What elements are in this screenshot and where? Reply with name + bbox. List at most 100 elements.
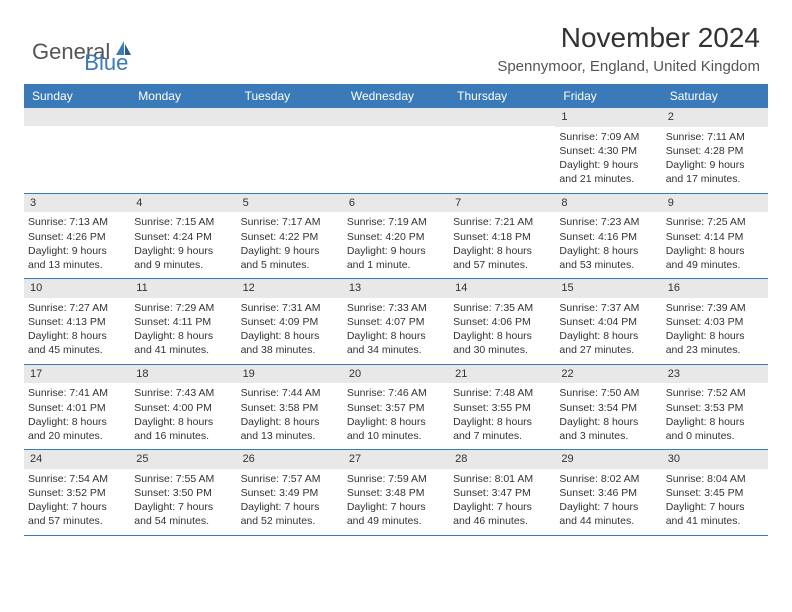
header: General Blue November 2024 Spennymoor, E… — [0, 0, 792, 84]
daylight-text: and 41 minutes. — [666, 514, 764, 528]
daylight-text: Daylight: 9 hours — [666, 158, 764, 172]
daylight-text: and 45 minutes. — [28, 343, 126, 357]
daylight-text: and 53 minutes. — [559, 258, 657, 272]
day-header: Sunday — [24, 84, 130, 108]
daylight-text: and 16 minutes. — [134, 429, 232, 443]
daylight-text: and 13 minutes. — [28, 258, 126, 272]
daylight-text: and 20 minutes. — [28, 429, 126, 443]
daylight-text: Daylight: 8 hours — [666, 244, 764, 258]
sunset-text: Sunset: 3:50 PM — [134, 486, 232, 500]
sunrise-text: Sunrise: 7:37 AM — [559, 301, 657, 315]
sunrise-text: Sunrise: 7:35 AM — [453, 301, 551, 315]
sunset-text: Sunset: 3:52 PM — [28, 486, 126, 500]
daylight-text: Daylight: 7 hours — [666, 500, 764, 514]
daylight-text: Daylight: 7 hours — [347, 500, 445, 514]
calendar: SundayMondayTuesdayWednesdayThursdayFrid… — [0, 84, 792, 536]
sunset-text: Sunset: 4:30 PM — [559, 144, 657, 158]
daylight-text: Daylight: 8 hours — [241, 415, 339, 429]
daylight-text: Daylight: 7 hours — [134, 500, 232, 514]
day-number — [237, 108, 343, 126]
day-number: 4 — [130, 194, 236, 213]
sunrise-text: Sunrise: 7:21 AM — [453, 215, 551, 229]
sunset-text: Sunset: 4:24 PM — [134, 230, 232, 244]
day-number: 21 — [449, 365, 555, 384]
sunset-text: Sunset: 4:13 PM — [28, 315, 126, 329]
sunrise-text: Sunrise: 7:41 AM — [28, 386, 126, 400]
sunset-text: Sunset: 4:16 PM — [559, 230, 657, 244]
daylight-text: Daylight: 7 hours — [28, 500, 126, 514]
day-number: 29 — [555, 450, 661, 469]
daylight-text: and 34 minutes. — [347, 343, 445, 357]
sunrise-text: Sunrise: 7:09 AM — [559, 130, 657, 144]
calendar-week: 24Sunrise: 7:54 AMSunset: 3:52 PMDayligh… — [24, 450, 768, 536]
daylight-text: and 1 minute. — [347, 258, 445, 272]
sunrise-text: Sunrise: 7:17 AM — [241, 215, 339, 229]
daylight-text: and 49 minutes. — [666, 258, 764, 272]
sunrise-text: Sunrise: 7:11 AM — [666, 130, 764, 144]
day-number: 14 — [449, 279, 555, 298]
daylight-text: and 49 minutes. — [347, 514, 445, 528]
day-number: 1 — [555, 108, 661, 127]
daylight-text: and 27 minutes. — [559, 343, 657, 357]
sunset-text: Sunset: 3:57 PM — [347, 401, 445, 415]
calendar-week: 17Sunrise: 7:41 AMSunset: 4:01 PMDayligh… — [24, 365, 768, 451]
daylight-text: Daylight: 9 hours — [559, 158, 657, 172]
day-number: 12 — [237, 279, 343, 298]
calendar-cell: 13Sunrise: 7:33 AMSunset: 4:07 PMDayligh… — [343, 279, 449, 364]
daylight-text: and 44 minutes. — [559, 514, 657, 528]
daylight-text: Daylight: 9 hours — [241, 244, 339, 258]
sunrise-text: Sunrise: 7:44 AM — [241, 386, 339, 400]
daylight-text: and 21 minutes. — [559, 172, 657, 186]
sunset-text: Sunset: 4:26 PM — [28, 230, 126, 244]
sunset-text: Sunset: 3:55 PM — [453, 401, 551, 415]
daylight-text: and 17 minutes. — [666, 172, 764, 186]
daylight-text: Daylight: 8 hours — [559, 244, 657, 258]
day-number: 26 — [237, 450, 343, 469]
sunset-text: Sunset: 4:06 PM — [453, 315, 551, 329]
sunrise-text: Sunrise: 8:02 AM — [559, 472, 657, 486]
sunset-text: Sunset: 3:47 PM — [453, 486, 551, 500]
daylight-text: Daylight: 7 hours — [559, 500, 657, 514]
calendar-cell-empty — [130, 108, 236, 193]
calendar-cell: 28Sunrise: 8:01 AMSunset: 3:47 PMDayligh… — [449, 450, 555, 535]
daylight-text: and 41 minutes. — [134, 343, 232, 357]
day-number: 18 — [130, 365, 236, 384]
calendar-cell: 3Sunrise: 7:13 AMSunset: 4:26 PMDaylight… — [24, 194, 130, 279]
daylight-text: and 10 minutes. — [347, 429, 445, 443]
daylight-text: Daylight: 9 hours — [347, 244, 445, 258]
sunrise-text: Sunrise: 7:15 AM — [134, 215, 232, 229]
daylight-text: and 23 minutes. — [666, 343, 764, 357]
calendar-cell-empty — [24, 108, 130, 193]
day-number: 20 — [343, 365, 449, 384]
sunrise-text: Sunrise: 7:29 AM — [134, 301, 232, 315]
sunset-text: Sunset: 4:18 PM — [453, 230, 551, 244]
sunrise-text: Sunrise: 7:19 AM — [347, 215, 445, 229]
calendar-week: 1Sunrise: 7:09 AMSunset: 4:30 PMDaylight… — [24, 108, 768, 194]
calendar-cell: 11Sunrise: 7:29 AMSunset: 4:11 PMDayligh… — [130, 279, 236, 364]
daylight-text: Daylight: 8 hours — [241, 329, 339, 343]
calendar-cell: 25Sunrise: 7:55 AMSunset: 3:50 PMDayligh… — [130, 450, 236, 535]
sunrise-text: Sunrise: 7:55 AM — [134, 472, 232, 486]
calendar-cell: 5Sunrise: 7:17 AMSunset: 4:22 PMDaylight… — [237, 194, 343, 279]
calendar-week: 10Sunrise: 7:27 AMSunset: 4:13 PMDayligh… — [24, 279, 768, 365]
sunset-text: Sunset: 3:54 PM — [559, 401, 657, 415]
daylight-text: Daylight: 8 hours — [134, 415, 232, 429]
day-header: Friday — [555, 84, 661, 108]
sunset-text: Sunset: 4:04 PM — [559, 315, 657, 329]
sunset-text: Sunset: 4:11 PM — [134, 315, 232, 329]
daylight-text: and 54 minutes. — [134, 514, 232, 528]
month-title: November 2024 — [497, 22, 760, 54]
calendar-cell: 26Sunrise: 7:57 AMSunset: 3:49 PMDayligh… — [237, 450, 343, 535]
day-number: 13 — [343, 279, 449, 298]
day-number — [449, 108, 555, 126]
calendar-cell: 14Sunrise: 7:35 AMSunset: 4:06 PMDayligh… — [449, 279, 555, 364]
day-number — [130, 108, 236, 126]
sunrise-text: Sunrise: 7:27 AM — [28, 301, 126, 315]
calendar-cell: 6Sunrise: 7:19 AMSunset: 4:20 PMDaylight… — [343, 194, 449, 279]
day-number: 7 — [449, 194, 555, 213]
daylight-text: and 3 minutes. — [559, 429, 657, 443]
calendar-cell: 8Sunrise: 7:23 AMSunset: 4:16 PMDaylight… — [555, 194, 661, 279]
day-number: 11 — [130, 279, 236, 298]
day-number: 28 — [449, 450, 555, 469]
daylight-text: Daylight: 8 hours — [347, 329, 445, 343]
